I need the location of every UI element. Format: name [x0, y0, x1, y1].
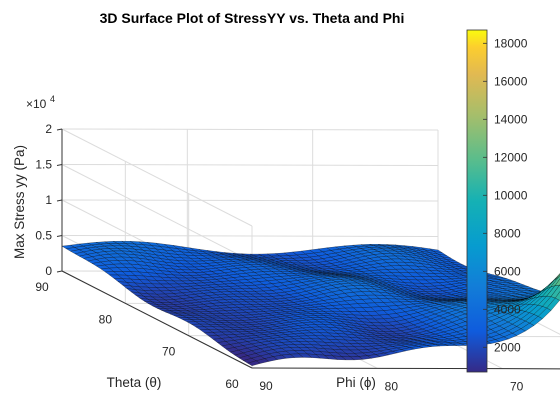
- phi-tick-label: 80: [385, 379, 399, 393]
- z-tick-mark: [56, 235, 63, 237]
- theta-tick-label: 90: [35, 280, 49, 294]
- z-tick-mark: [56, 164, 63, 166]
- z-axis-label: Max Stress yy (Pa): [12, 145, 27, 259]
- colorbar-tick-label: 10000: [494, 188, 528, 202]
- surface-patch: [550, 273, 560, 284]
- theta-axis-ticks: 60 70 80 90: [35, 280, 239, 391]
- phi-axis-label: Phi (ϕ): [336, 375, 376, 390]
- surface-mesh: [61, 241, 560, 366]
- z-tick-mark: [56, 270, 63, 273]
- surface-patch: [555, 291, 560, 301]
- colorbar-gradient: [466, 29, 488, 373]
- theta-tick-label: 60: [225, 377, 239, 391]
- z-exponent-power: 4: [50, 94, 55, 104]
- colorbar-tick-label: 14000: [494, 112, 528, 126]
- colorbar-tick-label: 6000: [494, 264, 521, 278]
- colorbar-tick-label: 12000: [494, 150, 528, 164]
- z-tick-mark: [56, 128, 63, 131]
- theta-axis-line: [61, 270, 253, 369]
- z-tick-label: 0.5: [35, 229, 52, 243]
- colorbar-tick-label: 8000: [494, 226, 521, 240]
- surface-patch: [550, 285, 560, 299]
- surface-patch: [554, 278, 560, 286]
- z-tick-mark: [56, 199, 63, 202]
- grid-line-back-right: [61, 164, 439, 166]
- colorbar-tick-label: 18000: [494, 36, 528, 50]
- grid-line-back-left: [61, 128, 253, 227]
- z-axis-ticks: 0 0.5 1 1.5 2: [35, 122, 63, 278]
- z-tick-label: 1: [45, 193, 52, 207]
- colorbar: [466, 29, 488, 373]
- z-tick-label: 2: [45, 122, 52, 136]
- z-tick-label: 1.5: [35, 158, 52, 172]
- colorbar-tick-label: 2000: [494, 340, 521, 354]
- colorbar-ticks: 2000 4000 6000 8000 10000 12000 14000 16000 1800…: [483, 36, 528, 354]
- theta-tick-label: 70: [162, 345, 176, 359]
- grid-line-back-right: [61, 199, 439, 202]
- phi-axis-line: [251, 367, 560, 370]
- phi-tick-label: 90: [259, 379, 273, 393]
- phi-tick-label: 70: [510, 380, 524, 394]
- grid-line-back-right: [61, 235, 439, 237]
- grid-line-back-right: [61, 128, 439, 131]
- z-tick-label: 0: [45, 264, 52, 278]
- colorbar-tick-label: 16000: [494, 74, 528, 88]
- surface-patch: [554, 273, 560, 280]
- theta-tick-label: 80: [99, 312, 113, 326]
- theta-axis-label: Theta (θ): [107, 375, 162, 390]
- z-exponent-base: ×10: [26, 97, 47, 111]
- grid-line-back-left: [61, 164, 253, 262]
- colorbar-tick-label: 4000: [494, 302, 521, 316]
- surface-patch: [550, 275, 560, 288]
- chart-title: 3D Surface Plot of StressYY vs. Theta an…: [100, 10, 405, 26]
